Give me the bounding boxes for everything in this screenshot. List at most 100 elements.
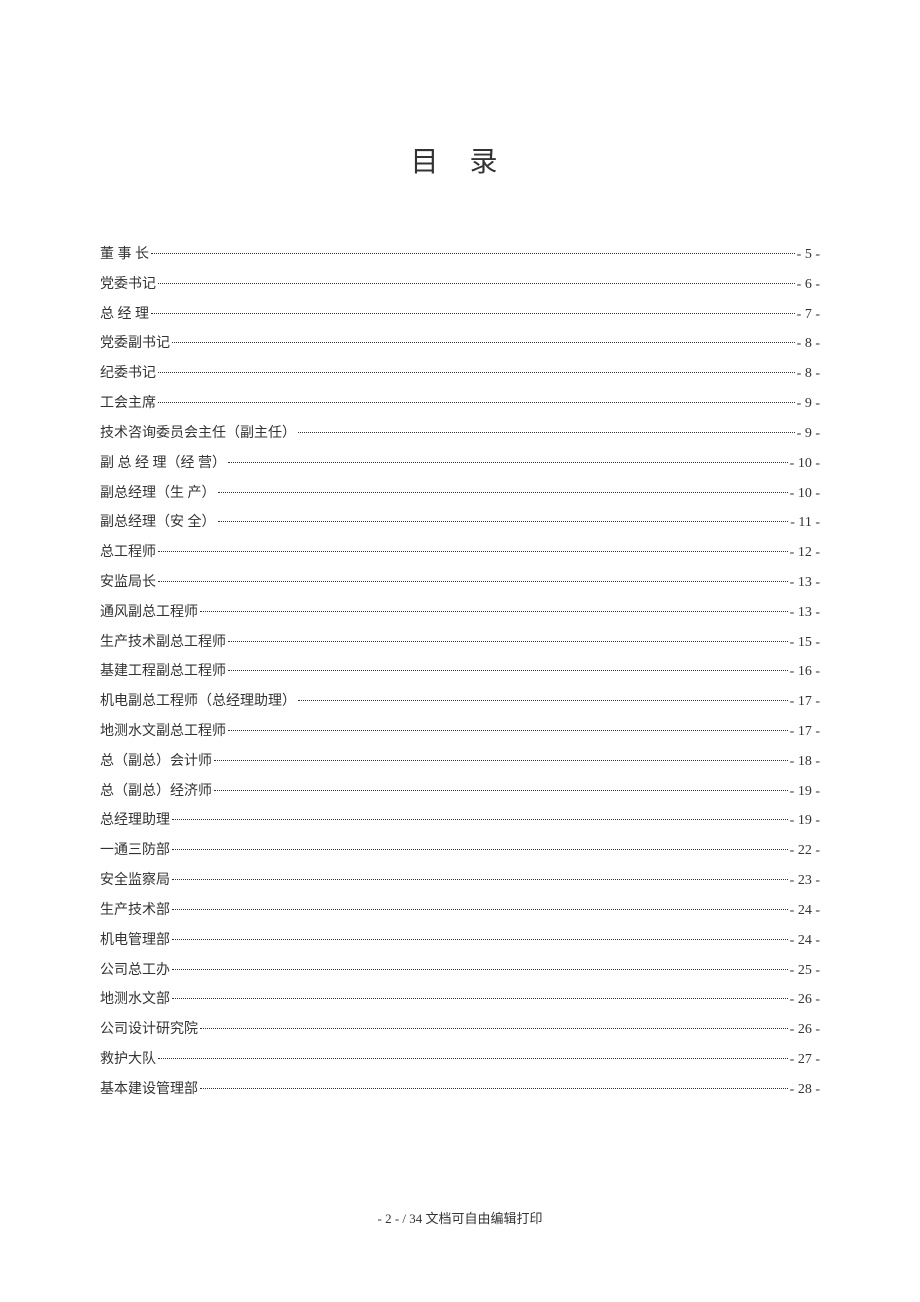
toc-entry-page: - 10 - (790, 479, 820, 509)
toc-dot-leader (218, 521, 789, 522)
toc-entry: 通风副总工程师 - 13 - (100, 598, 820, 628)
toc-entry-page: - 13 - (790, 568, 820, 598)
toc-entry: 安全监察局 - 23 - (100, 866, 820, 896)
toc-entry: 安监局长 - 13 - (100, 568, 820, 598)
toc-entry-label: 生产技术部 (100, 896, 170, 926)
toc-entry-label: 工会主席 (100, 389, 156, 419)
toc-entry-label: 党委副书记 (100, 329, 170, 359)
toc-entry-page: - 19 - (790, 777, 820, 807)
toc-dot-leader (200, 611, 788, 612)
toc-dot-leader (298, 700, 788, 701)
toc-entry-label: 安监局长 (100, 568, 156, 598)
toc-entry-label: 生产技术副总工程师 (100, 628, 226, 658)
toc-entry-label: 总经理助理 (100, 806, 170, 836)
toc-entry-label: 副总经理（生 产） (100, 479, 216, 509)
toc-entry: 救护大队 - 27 - (100, 1045, 820, 1075)
toc-dot-leader (218, 492, 788, 493)
toc-entry-page: - 28 - (790, 1075, 820, 1105)
toc-dot-leader (172, 819, 788, 820)
toc-entry-label: 公司总工办 (100, 956, 170, 986)
toc-entry-page: - 24 - (790, 926, 820, 956)
toc-title: 目 录 (100, 140, 820, 180)
toc-dot-leader (172, 879, 788, 880)
toc-entry-label: 纪委书记 (100, 359, 156, 389)
toc-entry-label: 总（副总）经济师 (100, 777, 212, 807)
toc-dot-leader (228, 670, 788, 671)
toc-entry-label: 救护大队 (100, 1045, 156, 1075)
toc-entry: 技术咨询委员会主任（副主任） - 9 - (100, 419, 820, 449)
toc-dot-leader (214, 790, 788, 791)
toc-entry-label: 安全监察局 (100, 866, 170, 896)
toc-entry: 总工程师 - 12 - (100, 538, 820, 568)
toc-entry-page: - 27 - (790, 1045, 820, 1075)
toc-entry: 生产技术副总工程师 - 15 - (100, 628, 820, 658)
toc-dot-leader (172, 342, 795, 343)
toc-entry-page: - 23 - (790, 866, 820, 896)
toc-dot-leader (172, 998, 788, 999)
toc-entry-label: 副 总 经 理（经 营） (100, 449, 226, 479)
toc-entry-page: - 9 - (797, 419, 820, 449)
toc-entry-page: - 13 - (790, 598, 820, 628)
toc-dot-leader (158, 402, 795, 403)
toc-entry: 一通三防部 - 22 - (100, 836, 820, 866)
toc-dot-leader (151, 313, 795, 314)
toc-dot-leader (172, 939, 788, 940)
toc-dot-leader (214, 760, 788, 761)
toc-entry-page: - 7 - (797, 300, 820, 330)
toc-entry-label: 技术咨询委员会主任（副主任） (100, 419, 296, 449)
toc-entry-label: 一通三防部 (100, 836, 170, 866)
toc-dot-leader (151, 253, 795, 254)
toc-entry-label: 机电管理部 (100, 926, 170, 956)
toc-entry: 总经理助理 - 19 - (100, 806, 820, 836)
toc-entry-page: - 12 - (790, 538, 820, 568)
toc-dot-leader (200, 1088, 788, 1089)
toc-dot-leader (172, 969, 788, 970)
toc-entry-page: - 19 - (790, 806, 820, 836)
toc-entry-label: 董 事 长 (100, 240, 149, 270)
toc-entry: 生产技术部 - 24 - (100, 896, 820, 926)
toc-entry: 总（副总）经济师 - 19 - (100, 777, 820, 807)
toc-entry-page: - 8 - (797, 329, 820, 359)
page-footer: - 2 - / 34 文档可自由编辑打印 (0, 1208, 920, 1227)
toc-entry: 机电管理部 - 24 - (100, 926, 820, 956)
toc-entry-label: 基本建设管理部 (100, 1075, 198, 1105)
toc-dot-leader (228, 462, 788, 463)
toc-entry-label: 基建工程副总工程师 (100, 657, 226, 687)
toc-entry-page: - 6 - (797, 270, 820, 300)
toc-dot-leader (228, 641, 788, 642)
toc-dot-leader (298, 432, 795, 433)
toc-entry: 基建工程副总工程师 - 16 - (100, 657, 820, 687)
toc-entry-label: 通风副总工程师 (100, 598, 198, 628)
toc-entry-label: 副总经理（安 全） (100, 508, 216, 538)
toc-dot-leader (158, 1058, 788, 1059)
toc-entry: 工会主席- 9 - (100, 389, 820, 419)
toc-entry: 党委书记- 6 - (100, 270, 820, 300)
toc-dot-leader (172, 849, 788, 850)
toc-dot-leader (200, 1028, 788, 1029)
toc-entry-page: - 22 - (790, 836, 820, 866)
toc-entry: 地测水文部- 26 - (100, 985, 820, 1015)
toc-entry: 副总经理（生 产） - 10 - (100, 479, 820, 509)
toc-entry: 地测水文副总工程师- 17 - (100, 717, 820, 747)
toc-entry-page: - 16 - (790, 657, 820, 687)
toc-entry-label: 总工程师 (100, 538, 156, 568)
toc-entry-label: 机电副总工程师（总经理助理） (100, 687, 296, 717)
toc-entry-page: - 15 - (790, 628, 820, 658)
toc-entry-label: 地测水文副总工程师 (100, 717, 226, 747)
toc-dot-leader (158, 551, 788, 552)
toc-entry-page: - 5 - (797, 240, 820, 270)
toc-entry: 总（副总）会计师- 18 - (100, 747, 820, 777)
toc-entry-page: - 8 - (797, 359, 820, 389)
toc-entry: 公司设计研究院 - 26 - (100, 1015, 820, 1045)
toc-entry-page: - 25 - (790, 956, 820, 986)
toc-entry: 基本建设管理部 - 28 - (100, 1075, 820, 1105)
toc-entry-label: 地测水文部 (100, 985, 170, 1015)
toc-entry-page: - 26 - (790, 1015, 820, 1045)
toc-entry-label: 总 经 理 (100, 300, 149, 330)
toc-dot-leader (158, 581, 788, 582)
toc-entry-label: 公司设计研究院 (100, 1015, 198, 1045)
toc-entry-page: - 24 - (790, 896, 820, 926)
toc-entry: 公司总工办 - 25 - (100, 956, 820, 986)
toc-entry: 副总经理（安 全）- 11 - (100, 508, 820, 538)
toc-dot-leader (228, 730, 788, 731)
